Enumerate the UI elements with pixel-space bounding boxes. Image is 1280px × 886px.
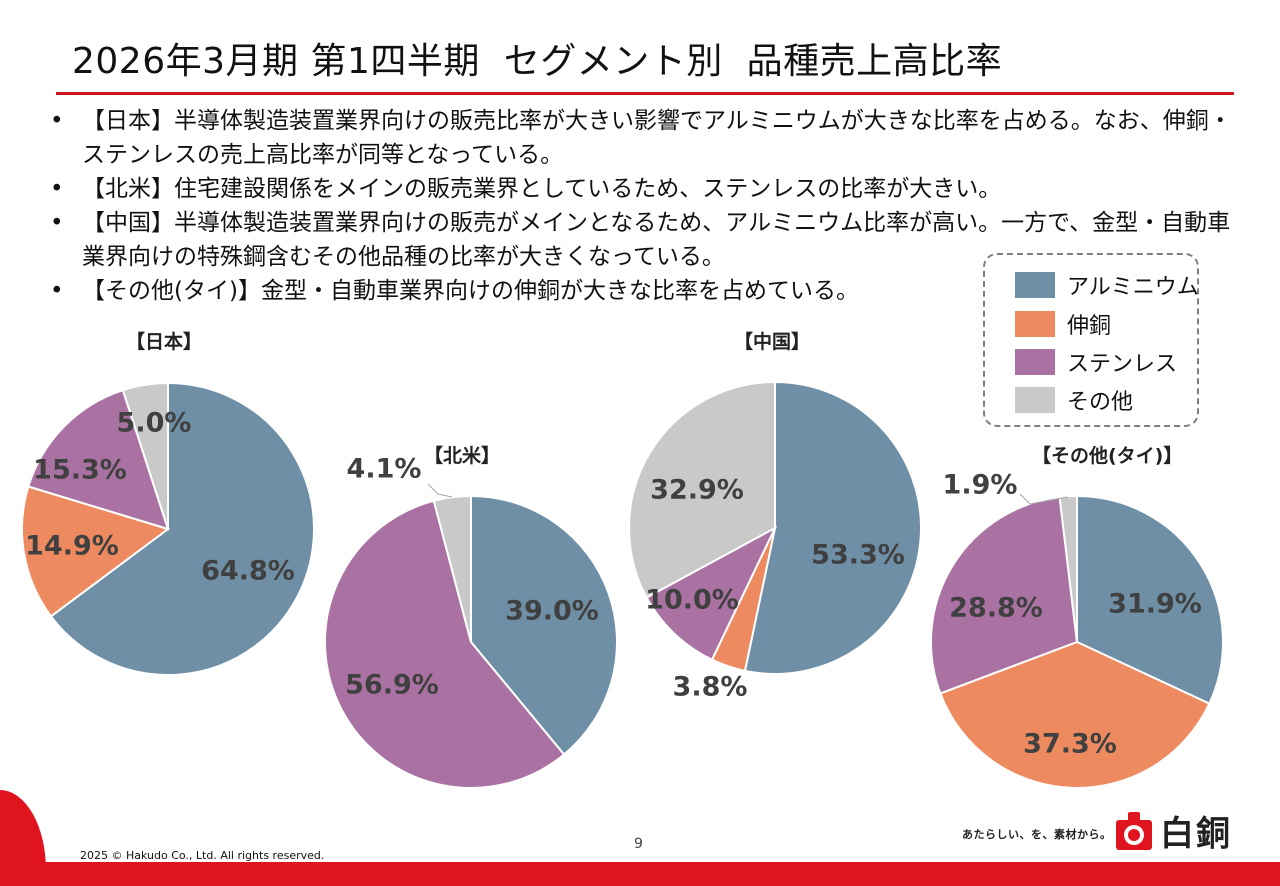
- pie-other-thailand: 31.9% 37.3% 28.8% 1.9%: [930, 470, 1224, 789]
- bullet-dot: •: [50, 210, 64, 236]
- legend-label: アルミニウム: [1067, 275, 1199, 300]
- data-label-other-thailand-aluminum: 31.9%: [1108, 589, 1202, 620]
- pie-slice-china-stainless: [645, 525, 778, 662]
- chart-title-china: 【中国】: [734, 331, 811, 353]
- legend-swatch: [1015, 387, 1055, 413]
- bullet-dot: •: [50, 176, 64, 202]
- page-title: 2026年3月期 第1四半期 セグメント別 品種売上高比率: [72, 41, 1003, 82]
- legend-item-aluminum: アルミニウム: [1015, 271, 1199, 300]
- data-label-japan-other: 5.0%: [117, 408, 192, 439]
- bullet-text-other-thailand: 【その他(タイ)】金型・自動車業界向けの伸銅が大きな比率を占めている。: [82, 278, 859, 304]
- legend-label: 伸銅: [1067, 314, 1112, 339]
- pie-slice-japan-other: [121, 381, 169, 530]
- data-label-japan-stainless: 15.3%: [33, 455, 127, 486]
- legend-item-stainless: ステンレス: [1015, 348, 1178, 377]
- pie-slice-japan-stainless: [27, 388, 170, 531]
- bullet-item: • 【北米】住宅建設関係をメインの販売業界としているため、ステンレスの比率が大きい…: [44, 172, 1244, 206]
- bullet-item: • 【中国】半導体製造装置業界向けの販売がメインとなるため、アルミニウム比率が高い…: [44, 206, 1244, 274]
- pie-slice-north-america-other: [432, 494, 472, 643]
- pie-china: 53.3% 3.8% 10.0% 32.9%: [628, 380, 922, 703]
- leader-line-other-thailand: [1019, 493, 1069, 505]
- leader-line-north-america: [427, 483, 453, 498]
- bullet-dot: •: [50, 278, 64, 304]
- data-label-north-america-aluminum: 39.0%: [505, 596, 599, 627]
- chart-title-japan: 【日本】: [126, 331, 203, 353]
- data-label-japan-copper: 14.9%: [25, 531, 119, 562]
- pie-north-america: 39.0% 56.9% 4.1%: [324, 454, 618, 789]
- bullet-item: • 【日本】半導体製造装置業界向けの販売比率が大きい影響でアルミニウムが大きな比率…: [44, 104, 1244, 172]
- data-label-north-america-other: 4.1%: [347, 454, 422, 485]
- data-label-other-thailand-other: 1.9%: [943, 470, 1018, 501]
- data-label-other-thailand-copper: 37.3%: [1023, 729, 1117, 760]
- legend-label: その他: [1067, 390, 1134, 415]
- chart-title-north-america: 【北米】: [424, 445, 501, 467]
- chart-title-other-thailand: 【その他(タイ)】: [1032, 445, 1183, 467]
- hakudo-logo-icon: [1116, 812, 1152, 850]
- company-logo-text: 白銅: [1160, 814, 1232, 854]
- bullet-text-japan: 【日本】半導体製造装置業界向けの販売比率が大きい影響でアルミニウムが大きな比率を…: [82, 108, 1232, 168]
- data-label-other-thailand-stainless: 28.8%: [949, 593, 1043, 624]
- pie-slice-china-other: [628, 380, 776, 599]
- pie-slice-other-thailand-other: [1058, 494, 1078, 643]
- bullet-list: • 【日本】半導体製造装置業界向けの販売比率が大きい影響でアルミニウムが大きな比率…: [44, 104, 1244, 308]
- pie-slice-other-thailand-aluminum: [1076, 494, 1224, 705]
- title-underline: [56, 92, 1234, 95]
- data-label-china-other: 32.9%: [650, 475, 744, 506]
- company-tagline: あたらしい、を、素材から。: [962, 828, 1112, 841]
- data-label-north-america-stainless: 56.9%: [345, 670, 439, 701]
- legend-swatch: [1015, 349, 1055, 375]
- data-label-china-copper: 3.8%: [673, 672, 748, 703]
- legend-item-other: その他: [1015, 386, 1134, 415]
- legend-swatch: [1015, 272, 1055, 298]
- page-number: 9: [634, 836, 643, 852]
- bullet-text-china: 【中国】半導体製造装置業界向けの販売がメインとなるため、アルミニウム比率が高い。…: [82, 210, 1231, 270]
- bullet-item: • 【その他(タイ)】金型・自動車業界向けの伸銅が大きな比率を占めている。: [44, 274, 1244, 308]
- pie-slice-china-aluminum: [743, 380, 922, 675]
- legend-label: ステンレス: [1067, 352, 1178, 377]
- legend-swatch: [1015, 311, 1055, 337]
- legend-item-copper: 伸銅: [1015, 310, 1112, 339]
- copyright-text: 2025 © Hakudo Co., Ltd. All rights reser…: [80, 849, 325, 862]
- data-label-china-aluminum: 53.3%: [811, 540, 905, 571]
- pie-slice-north-america-stainless: [324, 499, 566, 789]
- pie-slice-north-america-aluminum: [470, 494, 618, 756]
- data-label-japan-aluminum: 64.8%: [201, 556, 295, 587]
- pie-slice-japan-aluminum: [49, 381, 315, 676]
- pie-slice-japan-copper: [21, 485, 171, 618]
- bullet-dot: •: [50, 108, 64, 134]
- footer-bar: [0, 862, 1280, 886]
- bullet-text-north-america: 【北米】住宅建設関係をメインの販売業界としているため、ステンレスの比率が大きい。: [82, 176, 1002, 202]
- pie-japan: 64.8% 14.9% 15.3% 5.0%: [21, 381, 315, 676]
- legend: アルミニウム 伸銅 ステンレス その他: [983, 253, 1199, 427]
- pie-slice-other-thailand-copper: [939, 640, 1211, 789]
- data-label-china-stainless: 10.0%: [645, 585, 739, 616]
